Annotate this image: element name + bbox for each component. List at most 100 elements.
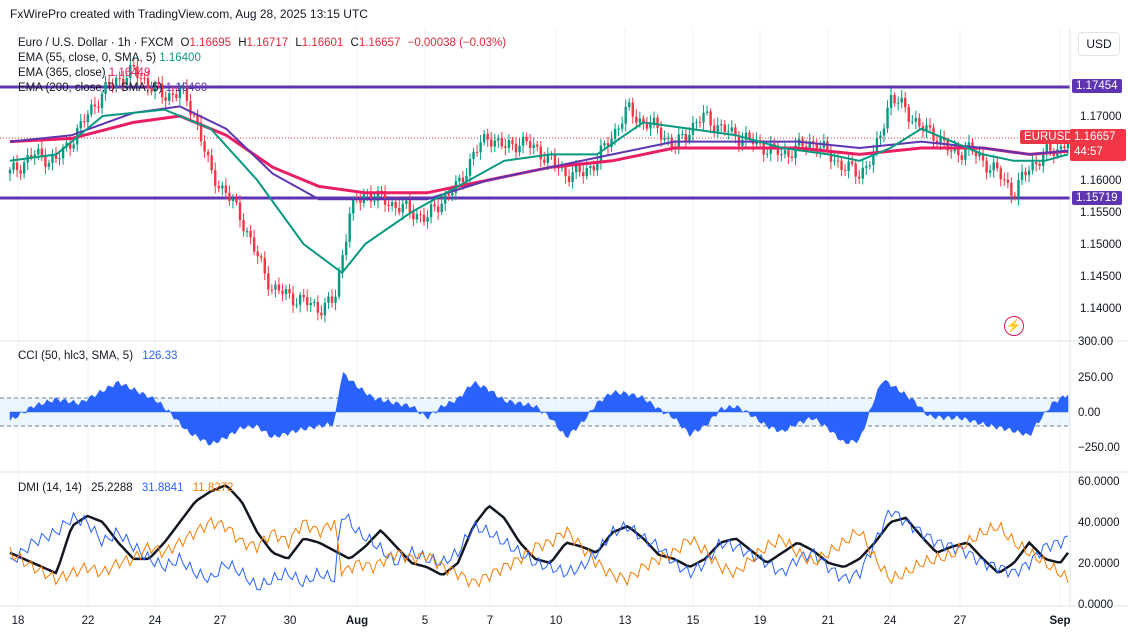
time-axis-tick-label: 5 (422, 615, 428, 627)
candle-body (153, 83, 157, 92)
candle-body (1031, 162, 1034, 171)
candle-body (472, 151, 475, 160)
candle-body (22, 162, 26, 174)
candle-body (571, 172, 574, 182)
candle-body (865, 166, 868, 168)
candle-body (889, 95, 893, 108)
candle-body (996, 162, 999, 169)
adx-line (9, 484, 1069, 576)
candle-body (836, 160, 840, 162)
candle-body (744, 132, 748, 140)
candle-body (1059, 146, 1063, 150)
candle-body (47, 163, 51, 167)
ema365-legend: EMA (365, close) 1.16449 (18, 67, 151, 79)
candle-body (854, 163, 857, 177)
candle-body (988, 170, 992, 173)
cci-axis-tick-label: 300.00 (1078, 336, 1113, 348)
last-price-tag: 1.16657 44:57 (1070, 129, 1126, 161)
time-axis-tick-label: 18 (12, 615, 25, 627)
candle-body (564, 166, 567, 177)
candle-body (44, 155, 47, 167)
time-axis-tick-label: 15 (687, 615, 700, 627)
candle-body (419, 214, 422, 216)
candle-body (412, 212, 415, 220)
candle-body (1003, 179, 1006, 181)
candle-body (341, 255, 344, 271)
candle-body (833, 160, 836, 162)
candle-body (589, 165, 592, 168)
candle-body (168, 93, 171, 101)
dmi-legend: DMI (14, 14) 25.2288 31.8841 11.8272 (18, 481, 233, 496)
candle-body (83, 121, 86, 123)
candle-body (518, 145, 521, 153)
candle-body (458, 177, 461, 182)
candle-body (334, 296, 337, 303)
candle-body (228, 192, 231, 201)
chart-attribution: FxWirePro created with TradingView.com, … (10, 7, 368, 21)
candle-body (712, 125, 716, 133)
candle-body (652, 117, 656, 123)
candle-body (1045, 144, 1048, 154)
candle-body (164, 97, 167, 101)
candle-body (224, 185, 228, 193)
candle-body (628, 102, 631, 107)
time-axis-tick-label: 19 (754, 615, 767, 627)
cci-legend: CCI (50, hlc3, SMA, 5) 126.33 (18, 349, 177, 364)
cci-area (0, 371, 1070, 446)
candle-body (132, 64, 136, 67)
candle-body (773, 143, 776, 146)
candle-body (436, 206, 440, 213)
candle-body (1027, 170, 1031, 176)
candle-body (444, 194, 447, 204)
candle-body (886, 107, 889, 129)
candle-body (659, 127, 663, 140)
dmi-axis-tick-label: 40.0000 (1078, 517, 1120, 529)
dmi-lines (9, 484, 1069, 591)
currency-button[interactable]: USD (1078, 32, 1120, 56)
close-label: C (350, 37, 359, 49)
candle-body (698, 121, 702, 123)
candle-body (783, 150, 787, 155)
axes: 1.170001.165001.160001.155001.150001.145… (0, 28, 1128, 627)
candle-body (766, 153, 769, 155)
lightning-icon[interactable]: ⚡ (1004, 316, 1024, 336)
candle-body (61, 147, 65, 159)
time-axis-tick-label: 21 (822, 615, 835, 627)
candle-body (935, 140, 939, 144)
candle-body (330, 296, 334, 303)
candle-body (256, 251, 259, 257)
candle-body (267, 273, 270, 290)
open-value: 1.16695 (189, 37, 232, 49)
candles (8, 57, 1070, 323)
candle-body (536, 144, 539, 147)
symbol-name: Euro / U.S. Dollar · 1h · FXCM (18, 37, 174, 49)
candle-body (875, 138, 879, 153)
candle-body (203, 141, 206, 152)
candle-body (578, 164, 581, 173)
candle-body (189, 101, 192, 115)
candle-body (843, 170, 847, 172)
candle-body (546, 153, 550, 163)
dmi-label: DMI (14, 14) (18, 482, 82, 494)
candle-body (925, 125, 928, 132)
time-axis-tick-label: 24 (884, 615, 897, 627)
candle-body (373, 200, 376, 202)
candle-body (309, 302, 312, 306)
adx-value: 25.2288 (91, 482, 133, 494)
candle-body (790, 156, 794, 159)
candle-body (620, 123, 624, 129)
dmi-axis-tick-label: 60.0000 (1078, 476, 1120, 488)
candle-body (475, 151, 479, 153)
candle-body (274, 284, 277, 290)
price-axis-tick-label: 1.15500 (1080, 207, 1122, 219)
candle-body (1063, 146, 1066, 149)
candle-body (277, 284, 281, 291)
candle-body (19, 170, 22, 174)
ema55-legend: EMA (55, close, 0, SMA, 5) 1.16400 (18, 52, 201, 64)
candle-body (72, 144, 75, 149)
candle-body (804, 146, 808, 149)
ema55-line (9, 108, 1069, 275)
candle-body (868, 165, 872, 167)
candle-body (613, 128, 617, 139)
